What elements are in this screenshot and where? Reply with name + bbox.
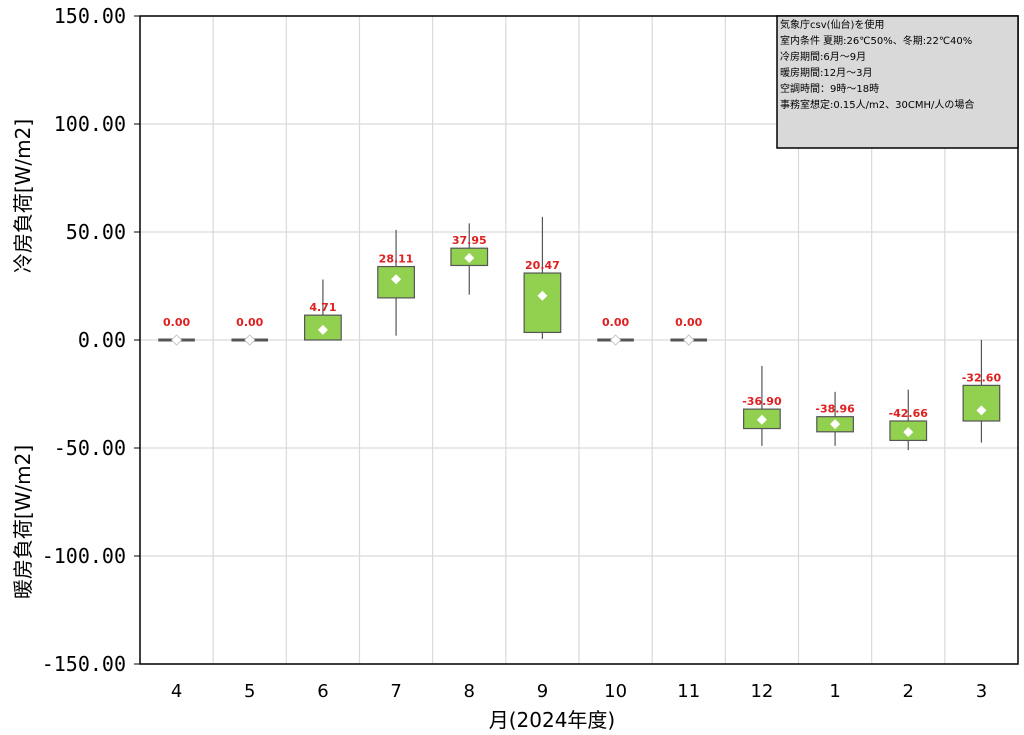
x-tick-label: 7 xyxy=(390,681,401,702)
mean-data-label: 0.00 xyxy=(163,316,190,329)
mean-data-label: 0.00 xyxy=(602,316,629,329)
mean-marker xyxy=(683,334,695,346)
mean-data-label: 0.00 xyxy=(236,316,263,329)
x-axis-label: 月(2024年度) xyxy=(489,708,616,732)
x-tick-label: 5 xyxy=(244,681,255,702)
mean-data-label: -36.90 xyxy=(742,395,782,408)
mean-marker xyxy=(464,253,475,264)
grid-lines xyxy=(140,15,1018,665)
x-tick-label: 8 xyxy=(464,681,475,702)
x-tick-label: 3 xyxy=(976,681,987,702)
mean-marker xyxy=(391,274,402,285)
y-axis-label-lower: 暖房負荷[W/m2] xyxy=(11,445,35,599)
mean-marker xyxy=(537,290,548,301)
y-tick-label: -100.00 xyxy=(42,544,126,568)
mean-marker xyxy=(903,427,914,438)
y-axis-ticks: 150.00 100.00 50.00 0.00 -50.00 -100.00 -150.0… xyxy=(42,4,140,676)
box xyxy=(962,384,1001,422)
data-labels: 0.00 0.00 4.71 28.11 37.95 20.47 0.00 0.00 -36.9… xyxy=(163,234,1001,420)
y-tick-label: -150.00 xyxy=(42,652,126,676)
x-tick-label: 9 xyxy=(537,681,548,702)
y-tick-label: 100.00 xyxy=(54,112,126,136)
x-tick-label: 2 xyxy=(903,681,914,702)
mean-marker xyxy=(830,419,841,430)
x-tick-label: 6 xyxy=(317,681,328,702)
x-tick-label: 10 xyxy=(604,681,627,702)
mean-data-label: 20.47 xyxy=(525,259,560,272)
x-axis-ticks: 4 5 6 7 8 9 10 11 12 1 2 3 xyxy=(171,681,987,702)
box xyxy=(523,272,562,334)
mean-data-label: -38.96 xyxy=(815,403,855,416)
annotation-background xyxy=(776,15,1019,149)
mean-marker xyxy=(756,414,767,425)
box xyxy=(304,314,342,341)
mean-marker xyxy=(317,324,328,335)
annotation-line: 空調時間：9時～18時 xyxy=(780,82,879,95)
y-tick-label: 50.00 xyxy=(66,220,126,244)
y-axis-label-upper: 冷房負荷[W/m2] xyxy=(11,119,35,273)
box-series xyxy=(158,216,1001,451)
y-tick-label: 0.00 xyxy=(78,328,126,352)
x-tick-label: 11 xyxy=(677,681,700,702)
mean-marker xyxy=(171,334,183,346)
mean-marker xyxy=(244,334,256,346)
mean-data-label: 4.71 xyxy=(309,301,336,314)
annotation-line: 冷房期間:6月～9月 xyxy=(780,50,866,63)
x-tick-label: 12 xyxy=(750,681,773,702)
y-tick-label: -50.00 xyxy=(54,436,126,460)
mean-data-label: -42.66 xyxy=(889,407,929,420)
mean-data-label: 28.11 xyxy=(379,253,414,266)
annotation-line: 暖房期間:12月～3月 xyxy=(780,66,872,79)
mean-marker xyxy=(976,405,987,416)
x-tick-label: 4 xyxy=(171,681,182,702)
annotation-line: 室内条件 夏期:26℃50%、冬期:22℃40% xyxy=(780,34,972,47)
x-tick-label: 1 xyxy=(829,681,840,702)
y-tick-label: 150.00 xyxy=(54,4,126,28)
mean-data-label: 37.95 xyxy=(452,234,487,247)
annotation-line: 事務室想定:0.15人/m2、30CMH/人の場合 xyxy=(780,98,974,111)
mean-marker xyxy=(610,334,622,346)
mean-data-label: 0.00 xyxy=(675,316,702,329)
annotation-line: 気象庁csv(仙台)を使用 xyxy=(780,18,884,31)
mean-data-label: -32.60 xyxy=(962,371,1002,384)
